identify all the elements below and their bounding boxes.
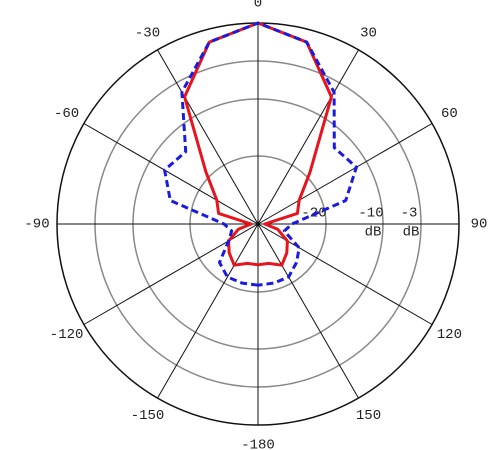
spoke <box>83 123 259 225</box>
angle-label: -120 <box>50 327 84 343</box>
spoke <box>257 223 359 399</box>
angle-label: 60 <box>441 106 458 122</box>
ring-label: -3 <box>401 206 418 222</box>
spoke <box>157 49 259 225</box>
angle-label: 120 <box>437 327 462 343</box>
angle-label: -180 <box>241 438 275 450</box>
spoke <box>257 49 359 225</box>
angle-label: 90 <box>471 217 488 233</box>
ring-label: -10 <box>358 206 383 222</box>
spoke <box>157 223 259 399</box>
ring-unit: dB <box>365 225 382 241</box>
angle-label: 30 <box>360 25 377 41</box>
pattern-line <box>163 21 358 287</box>
ring-unit: dB <box>403 225 420 241</box>
angle-label: -30 <box>135 25 160 41</box>
angle-label: -90 <box>24 217 49 233</box>
angle-label: 0 <box>254 0 262 12</box>
angle-label: 150 <box>356 408 381 424</box>
angle-label: -60 <box>54 106 79 122</box>
angle-label: -150 <box>131 408 165 424</box>
spoke <box>257 123 433 225</box>
